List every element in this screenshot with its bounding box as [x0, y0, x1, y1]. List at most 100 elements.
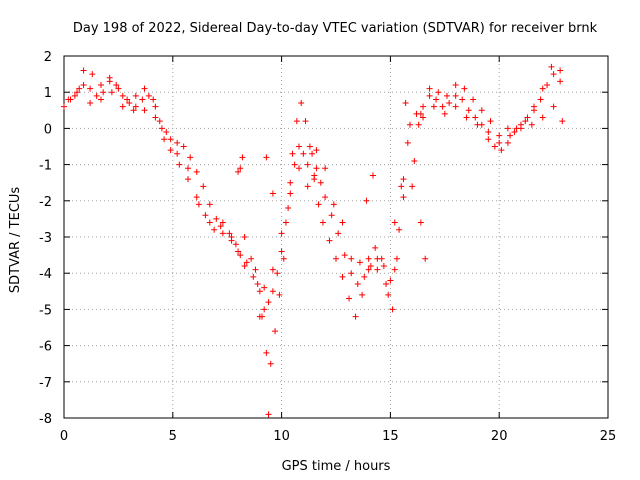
data-point — [417, 219, 424, 226]
data-point — [126, 100, 133, 107]
data-point — [200, 183, 207, 190]
data-point — [348, 255, 355, 262]
data-point — [387, 277, 394, 284]
data-point — [302, 118, 309, 125]
x-tick-label: 20 — [491, 429, 508, 444]
data-point — [132, 92, 139, 99]
data-point — [267, 360, 274, 367]
data-point — [287, 179, 294, 186]
series-3 — [65, 85, 566, 291]
data-point — [409, 183, 416, 190]
data-point — [261, 306, 268, 313]
data-point — [289, 150, 296, 157]
data-point — [237, 165, 244, 172]
data-point — [463, 114, 470, 121]
data-point — [393, 255, 400, 262]
data-point — [243, 259, 250, 266]
data-point — [71, 92, 78, 99]
x-tick-label: 0 — [60, 429, 68, 444]
data-point — [256, 288, 263, 295]
data-point — [391, 266, 398, 273]
data-point — [354, 281, 361, 288]
data-point — [115, 85, 122, 92]
data-point — [485, 129, 492, 136]
data-point — [250, 273, 257, 280]
x-tick-label: 10 — [273, 429, 290, 444]
x-tick-label: 5 — [169, 429, 177, 444]
data-point — [544, 81, 551, 88]
data-point — [374, 266, 381, 273]
data-point — [443, 92, 450, 99]
data-point — [119, 92, 126, 99]
y-tick-label: -2 — [39, 195, 52, 210]
data-point — [304, 161, 311, 168]
data-point — [385, 291, 392, 298]
data-point — [485, 136, 492, 143]
data-point — [152, 103, 159, 110]
data-point — [524, 114, 531, 121]
data-point — [150, 96, 157, 103]
data-point — [141, 107, 148, 114]
data-point — [61, 103, 67, 110]
data-point — [304, 183, 311, 190]
data-point — [348, 270, 355, 277]
data-point — [235, 248, 242, 255]
data-point — [430, 103, 437, 110]
x-axis-label: GPS time / hours — [282, 459, 391, 474]
data-point — [287, 190, 294, 197]
data-point — [415, 121, 422, 128]
data-point — [550, 103, 557, 110]
data-point — [420, 103, 427, 110]
data-point — [517, 125, 524, 132]
data-point — [269, 266, 276, 273]
data-point — [528, 121, 535, 128]
data-point — [254, 281, 261, 288]
data-point — [87, 85, 94, 92]
data-point — [76, 85, 83, 92]
data-point — [280, 255, 287, 262]
data-point — [80, 81, 87, 88]
data-point — [185, 165, 192, 172]
y-tick-label: 0 — [44, 122, 52, 137]
data-point — [439, 103, 446, 110]
data-point — [417, 110, 424, 117]
data-point — [256, 313, 263, 320]
data-point — [293, 118, 300, 125]
y-axis-label: SDTVAR / TECUs — [8, 187, 23, 294]
data-point — [322, 194, 329, 201]
data-point — [398, 183, 405, 190]
data-point — [389, 306, 396, 313]
data-point — [496, 132, 503, 139]
data-point — [265, 411, 272, 418]
data-point — [278, 230, 285, 237]
data-point — [65, 96, 72, 103]
data-point — [333, 255, 339, 262]
y-tick-label: 1 — [44, 86, 52, 101]
data-point — [180, 143, 187, 150]
data-point — [211, 226, 218, 233]
data-point — [322, 165, 329, 172]
grid — [64, 56, 608, 418]
y-tick-label: -1 — [39, 159, 52, 174]
data-point — [248, 255, 255, 262]
data-point — [557, 67, 564, 74]
data-point — [559, 118, 566, 125]
data-point — [269, 190, 276, 197]
data-point — [185, 176, 192, 183]
data-point — [313, 165, 320, 172]
data-point — [296, 165, 303, 172]
data-point — [537, 96, 544, 103]
data-point — [167, 147, 174, 154]
data-point — [306, 143, 313, 150]
data-point — [380, 262, 387, 269]
data-point — [174, 150, 181, 157]
data-point — [106, 74, 113, 81]
data-point — [446, 100, 453, 107]
data-point — [241, 234, 248, 240]
data-point — [472, 114, 479, 121]
y-tick-label: 2 — [44, 50, 52, 65]
data-point — [402, 100, 409, 107]
data-point — [326, 237, 333, 244]
data-point — [269, 288, 276, 295]
data-point — [441, 110, 448, 117]
